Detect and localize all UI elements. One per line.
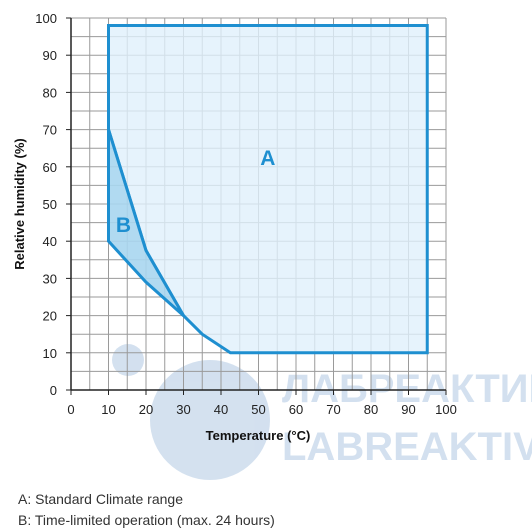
y-tick-label: 80 xyxy=(43,85,57,100)
y-tick-label: 40 xyxy=(43,234,57,249)
region-b xyxy=(107,129,185,317)
x-tick-label: 90 xyxy=(401,402,415,417)
x-tick-label: 100 xyxy=(435,402,457,417)
region-label-a: A xyxy=(260,147,275,170)
x-tick-label: 30 xyxy=(176,402,190,417)
watermark-text-2: LABREAKTIV xyxy=(282,425,532,469)
x-ticks: 0 10 20 30 40 50 60 70 80 90 100 xyxy=(67,390,457,417)
x-tick-label: 40 xyxy=(214,402,228,417)
x-tick-label: 10 xyxy=(101,402,115,417)
legend-item-a: A: Standard Climate range xyxy=(18,491,183,507)
x-tick-label: 60 xyxy=(289,402,303,417)
y-tick-label: 20 xyxy=(43,309,57,324)
y-ticks: 0 10 20 30 40 50 60 70 80 90 100 xyxy=(35,11,71,398)
y-tick-label: 70 xyxy=(43,123,57,138)
watermark-logo xyxy=(150,360,270,480)
watermark-text-1: ЛАБРЕАКТИВ xyxy=(282,367,532,411)
region-a xyxy=(107,23,429,355)
y-tick-label: 90 xyxy=(43,48,57,63)
x-tick-label: 70 xyxy=(326,402,340,417)
y-axis-title: Relative humidity (%) xyxy=(12,138,27,269)
x-tick-label: 80 xyxy=(364,402,378,417)
x-tick-label: 0 xyxy=(67,402,74,417)
y-tick-label: 100 xyxy=(35,11,57,26)
watermark-logo-dot xyxy=(112,344,144,376)
watermark: ЛАБРЕАКТИВ LABREAKTIV xyxy=(112,344,532,480)
regions: AB xyxy=(107,23,429,355)
y-tick-label: 10 xyxy=(43,346,57,361)
y-tick-label: 60 xyxy=(43,160,57,175)
legend-item-b: B: Time-limited operation (max. 24 hours… xyxy=(18,512,275,528)
y-tick-label: 0 xyxy=(50,383,57,398)
y-tick-label: 50 xyxy=(43,197,57,212)
y-tick-label: 30 xyxy=(43,271,57,286)
x-tick-label: 20 xyxy=(139,402,153,417)
x-axis-title: Temperature (°C) xyxy=(206,428,311,443)
x-tick-label: 50 xyxy=(251,402,265,417)
region-label-b: B xyxy=(116,214,131,237)
